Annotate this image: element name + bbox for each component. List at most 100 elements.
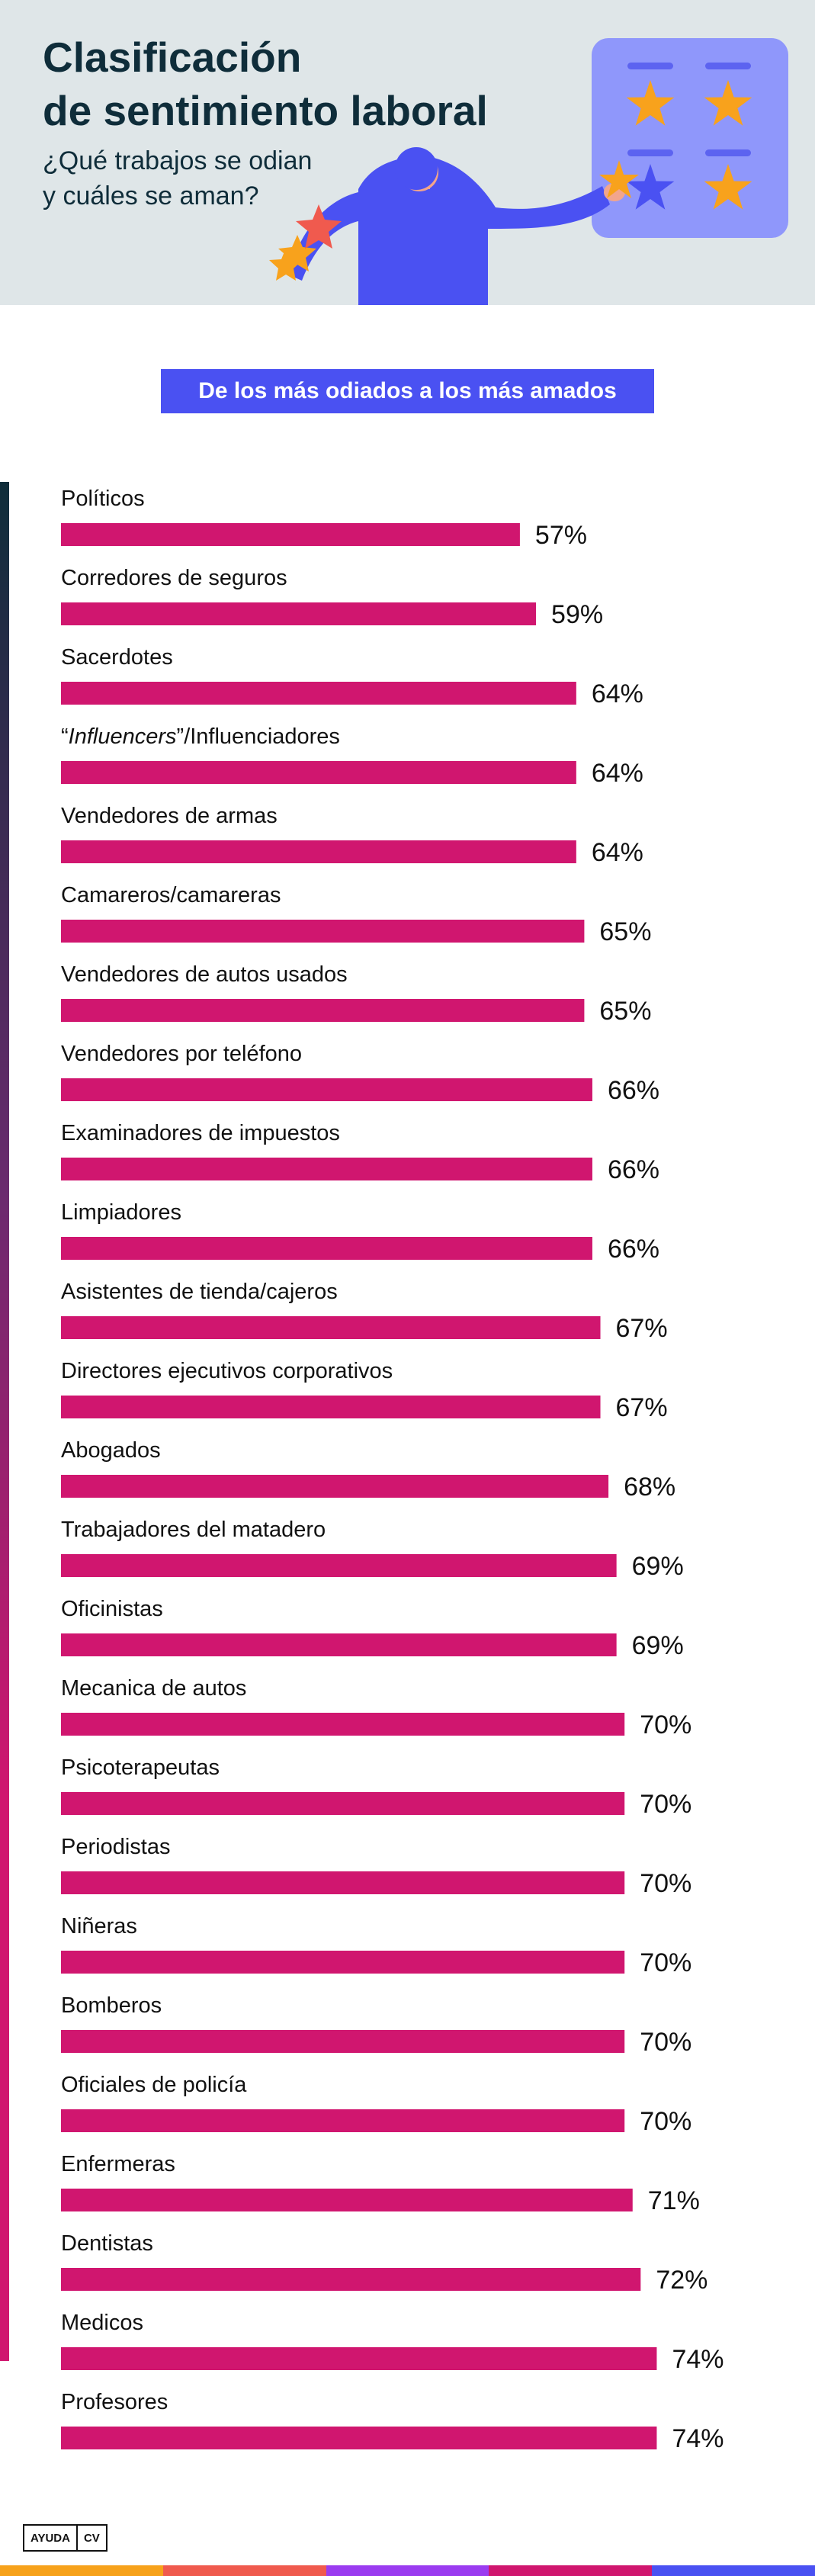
footer-stripe bbox=[162, 2565, 326, 2576]
value-label: 70% bbox=[640, 2028, 691, 2057]
value-label: 70% bbox=[640, 1869, 691, 1898]
bar bbox=[61, 2189, 633, 2211]
footer-stripes bbox=[0, 2565, 815, 2576]
bar-chart: Políticos 57% Corredores de seguros 59% Sace… bbox=[61, 487, 724, 2453]
bar bbox=[61, 1951, 625, 1974]
value-label: 70% bbox=[640, 1710, 691, 1739]
category-label: Periodistas bbox=[61, 1835, 170, 1859]
footer-stripe bbox=[489, 2565, 653, 2576]
value-label: 74% bbox=[672, 2424, 724, 2453]
category-label: Oficiales de policía bbox=[61, 2073, 247, 2097]
value-label: 59% bbox=[551, 600, 603, 629]
star-icon bbox=[278, 235, 316, 271]
bar bbox=[61, 2030, 625, 2053]
star-icon bbox=[626, 164, 675, 210]
category-label: Camareros/camareras bbox=[61, 883, 281, 907]
footer-stripe bbox=[652, 2565, 815, 2576]
bar bbox=[61, 1554, 617, 1577]
bar bbox=[61, 2268, 641, 2291]
category-label: Enfermeras bbox=[61, 2152, 175, 2176]
bar bbox=[61, 1158, 592, 1180]
category-label: Trabajadores del matadero bbox=[61, 1518, 326, 1542]
bar bbox=[61, 1633, 617, 1656]
value-label: 65% bbox=[599, 917, 651, 946]
category-label: Limpiadores bbox=[61, 1200, 181, 1225]
value-label: 69% bbox=[632, 1631, 684, 1660]
header-illustration bbox=[269, 38, 788, 305]
side-accent-bar bbox=[0, 482, 9, 2361]
value-label: 64% bbox=[592, 679, 643, 708]
bar bbox=[61, 2109, 625, 2132]
value-label: 70% bbox=[640, 2107, 691, 2136]
category-label: Bomberos bbox=[61, 1993, 162, 2018]
star-icon bbox=[626, 80, 675, 126]
value-label: 66% bbox=[608, 1076, 659, 1105]
category-label: Niñeras bbox=[61, 1914, 137, 1938]
value-label: 70% bbox=[640, 1948, 691, 1977]
bar bbox=[61, 523, 520, 546]
rating-board-icon bbox=[592, 38, 788, 238]
category-label: Sacerdotes bbox=[61, 645, 173, 670]
header: Clasificación de sentimiento laboral ¿Qu… bbox=[0, 0, 815, 305]
brand-logo: AYUDA CV bbox=[23, 2524, 107, 2552]
value-label: 70% bbox=[640, 1790, 691, 1819]
bar bbox=[61, 682, 576, 705]
category-label: Abogados bbox=[61, 1438, 161, 1463]
bar bbox=[61, 1713, 625, 1736]
category-label: Directores ejecutivos corporativos bbox=[61, 1359, 393, 1383]
category-label: Vendedores de autos usados bbox=[61, 962, 348, 987]
bar bbox=[61, 2347, 657, 2370]
value-label: 57% bbox=[535, 521, 587, 550]
star-icon bbox=[269, 248, 303, 281]
value-label: 65% bbox=[599, 997, 651, 1026]
bar bbox=[61, 840, 576, 863]
value-label: 67% bbox=[616, 1393, 668, 1422]
bar bbox=[61, 1475, 609, 1498]
footer-stripe bbox=[0, 2565, 163, 2576]
value-label: 66% bbox=[608, 1235, 659, 1264]
category-label: Profesores bbox=[61, 2390, 168, 2414]
value-label: 68% bbox=[624, 1473, 675, 1502]
value-label: 66% bbox=[608, 1155, 659, 1184]
star-icon bbox=[296, 204, 342, 249]
bar bbox=[61, 761, 576, 784]
category-label: Dentistas bbox=[61, 2231, 153, 2256]
category-label: Medicos bbox=[61, 2311, 143, 2335]
star-icon bbox=[704, 164, 752, 210]
category-label: Vendedores por teléfono bbox=[61, 1042, 302, 1066]
value-label: 74% bbox=[672, 2345, 724, 2374]
bar bbox=[61, 920, 585, 943]
category-label: Examinadores de impuestos bbox=[61, 1121, 340, 1145]
value-label: 72% bbox=[656, 2266, 708, 2295]
category-label: Políticos bbox=[61, 487, 145, 511]
value-label: 69% bbox=[632, 1552, 684, 1581]
category-label: Corredores de seguros bbox=[61, 566, 287, 590]
value-label: 67% bbox=[616, 1314, 668, 1343]
value-label: 71% bbox=[648, 2186, 700, 2215]
category-label: Oficinistas bbox=[61, 1597, 163, 1621]
category-label: Psicoterapeutas bbox=[61, 1755, 220, 1780]
footer-stripe bbox=[326, 2565, 489, 2576]
section-heading: De los más odiados a los más amados bbox=[161, 369, 654, 413]
bar bbox=[61, 1078, 592, 1101]
value-label: 64% bbox=[592, 838, 643, 867]
page-title: Clasificación de sentimiento laboral bbox=[43, 34, 488, 134]
person-icon bbox=[269, 147, 639, 305]
value-label: 64% bbox=[592, 759, 643, 788]
bar bbox=[61, 1396, 601, 1418]
category-label: “Influencers”/Influenciadores bbox=[61, 724, 340, 749]
category-label: Mecanica de autos bbox=[61, 1676, 246, 1701]
logo-part-2: CV bbox=[77, 2524, 107, 2552]
logo-part-1: AYUDA bbox=[23, 2524, 78, 2552]
category-label: Vendedores de armas bbox=[61, 804, 278, 828]
star-icon bbox=[704, 80, 752, 126]
star-icon bbox=[599, 160, 639, 198]
bar bbox=[61, 1792, 625, 1815]
bar bbox=[61, 2427, 657, 2449]
bar bbox=[61, 1316, 601, 1339]
bar bbox=[61, 1871, 625, 1894]
category-label: Asistentes de tienda/cajeros bbox=[61, 1280, 338, 1304]
bar bbox=[61, 999, 585, 1022]
bar bbox=[61, 1237, 592, 1260]
page-subtitle: ¿Qué trabajos se odian y cuáles se aman? bbox=[43, 146, 313, 210]
